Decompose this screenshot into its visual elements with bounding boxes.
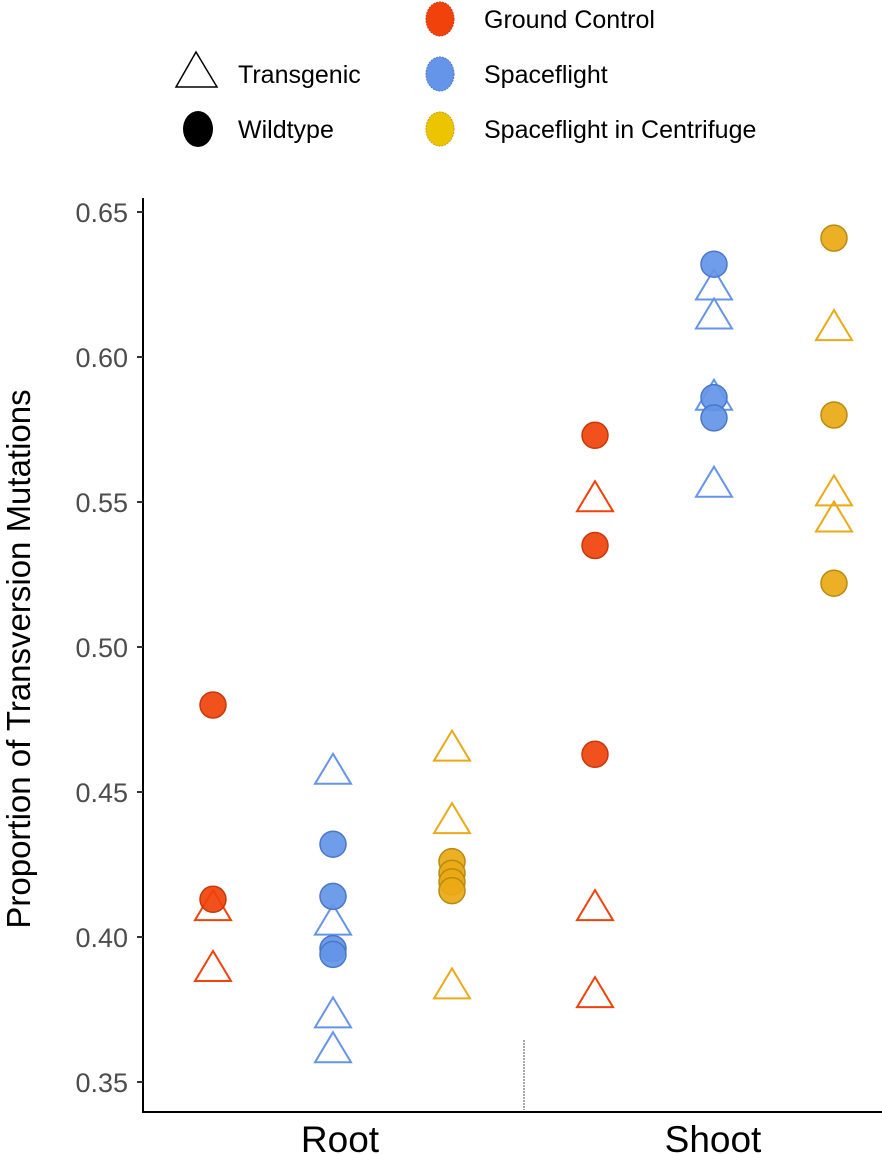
point-transgenic-shoot-spaceflight-in-centrifuge [814, 308, 854, 342]
y-ticks: 0.35 0.40 0.45 0.50 0.55 0.60 0.65 [75, 198, 143, 1098]
y-tick-label: 0.60 [75, 343, 128, 373]
point-transgenic-shoot-ground-control [575, 975, 615, 1009]
spaceflight-legend-swatch [425, 56, 455, 92]
point-transgenic-shoot-spaceflight [694, 296, 734, 330]
y-axis-title: Proportion of Transversion Mutations [0, 389, 37, 928]
color-legend-centrifuge: Spaceflight in Centrifuge [425, 111, 756, 147]
point-wildtype-shoot-spaceflight-in-centrifuge [820, 401, 848, 429]
point-wildtype-shoot-spaceflight-in-centrifuge [820, 224, 848, 252]
y-tick-label: 0.40 [75, 923, 128, 953]
point-wildtype-root-ground-control [199, 885, 227, 914]
legend-label-transgenic: Transgenic [238, 61, 361, 89]
point-wildtype-root-spaceflight [319, 882, 347, 911]
y-tick-label: 0.35 [75, 1068, 128, 1098]
point-wildtype-shoot-spaceflight [700, 250, 728, 278]
triangle-legend-icon [174, 50, 219, 88]
shape-legend-transgenic: Transgenic [174, 50, 361, 89]
legend-label-spaceflight: Spaceflight [484, 61, 608, 89]
point-transgenic-shoot-spaceflight [694, 464, 734, 498]
point-transgenic-root-spaceflight-in-centrifuge [432, 801, 472, 835]
point-wildtype-shoot-ground-control [581, 421, 609, 450]
circle-legend-icon [183, 111, 213, 147]
point-transgenic-shoot-ground-control [575, 479, 615, 513]
point-transgenic-root-spaceflight-in-centrifuge [432, 728, 472, 762]
point-wildtype-root-spaceflight-in-centrifuge [438, 876, 466, 905]
point-transgenic-shoot-spaceflight-in-centrifuge [814, 499, 854, 533]
ground-control-legend-swatch [425, 1, 455, 37]
x-tick-label-shoot: Shoot [665, 1119, 762, 1154]
legend: Transgenic Wildtype Ground Control Space… [174, 1, 756, 147]
y-tick-label: 0.50 [75, 633, 128, 663]
point-transgenic-shoot-ground-control [575, 888, 615, 922]
point-wildtype-shoot-spaceflight-in-centrifuge [820, 569, 848, 597]
centrifuge-legend-swatch [425, 111, 455, 147]
y-tick-label: 0.65 [75, 198, 128, 228]
point-transgenic-root-spaceflight [313, 1030, 353, 1064]
point-transgenic-root-spaceflight [313, 902, 353, 936]
point-transgenic-shoot-spaceflight-in-centrifuge [814, 473, 854, 507]
point-wildtype-root-spaceflight [319, 940, 347, 969]
point-transgenic-root-ground-control [193, 949, 233, 982]
y-tick-label: 0.45 [75, 778, 128, 808]
legend-label-ground-control: Ground Control [484, 6, 655, 34]
color-legend-spaceflight: Spaceflight [425, 56, 608, 92]
point-wildtype-shoot-spaceflight [700, 404, 728, 432]
y-tick-label: 0.55 [75, 488, 128, 518]
legend-label-wildtype: Wildtype [238, 116, 334, 144]
point-transgenic-root-spaceflight [313, 751, 353, 785]
point-transgenic-root-spaceflight-in-centrifuge [432, 966, 472, 1000]
point-wildtype-shoot-ground-control [581, 531, 609, 560]
legend-label-centrifuge: Spaceflight in Centrifuge [484, 116, 756, 144]
point-wildtype-root-ground-control [199, 691, 227, 719]
data-points [193, 224, 854, 1064]
point-wildtype-shoot-ground-control [581, 740, 609, 769]
shape-legend-wildtype: Wildtype [183, 111, 334, 147]
x-tick-label-root: Root [301, 1119, 380, 1154]
color-legend-ground-control: Ground Control [425, 1, 655, 37]
point-transgenic-root-spaceflight [313, 995, 353, 1029]
point-wildtype-root-spaceflight [319, 830, 347, 858]
